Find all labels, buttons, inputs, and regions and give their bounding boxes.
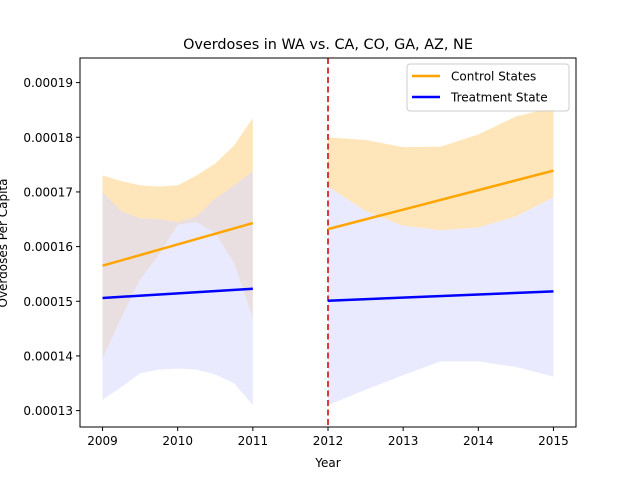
x-tick-label: 2009 [87, 434, 118, 448]
legend-box [406, 63, 570, 112]
y-tick-label: 0.00019 [23, 76, 73, 90]
legend-label-treatment: Treatment State [450, 91, 548, 105]
x-tick-label: 2011 [238, 434, 269, 448]
x-axis: 2009 2010 2011 2012 2013 2014 2015 [87, 427, 569, 448]
legend: Control States Treatment State [406, 63, 570, 112]
y-axis: 0.00013 0.00014 0.00015 0.00016 0.00017 0.000… [23, 76, 80, 418]
series-lines [102, 169, 554, 302]
x-tick-label: 2013 [388, 434, 419, 448]
y-axis-label: Overdoses Per Capita [0, 179, 10, 308]
x-tick-label: 2012 [313, 434, 344, 448]
band-control-segment-2 [328, 107, 554, 231]
y-tick-label: 0.00015 [23, 295, 73, 309]
x-tick-label: 2014 [463, 434, 494, 448]
y-tick-label: 0.00016 [23, 240, 73, 254]
y-tick-label: 0.00013 [23, 404, 73, 418]
chart-title: Overdoses in WA vs. CA, CO, GA, AZ, NE [183, 37, 473, 53]
legend-label-control: Control States [451, 70, 536, 84]
line-treatment-segment-1 [102, 287, 253, 300]
y-tick-label: 0.00017 [23, 185, 73, 199]
x-axis-label: Year [314, 456, 340, 470]
band-treatment-segment-1 [102, 171, 253, 406]
x-tick-label: 2010 [162, 434, 193, 448]
line-treatment-segment-2 [327, 290, 554, 302]
line-control-segment-2 [327, 169, 554, 231]
line-control-segment-1 [102, 221, 254, 267]
y-tick-label: 0.00018 [23, 131, 73, 145]
x-tick-label: 2015 [538, 434, 569, 448]
band-control-segment-1 [102, 118, 253, 359]
y-tick-label: 0.00014 [23, 349, 73, 363]
